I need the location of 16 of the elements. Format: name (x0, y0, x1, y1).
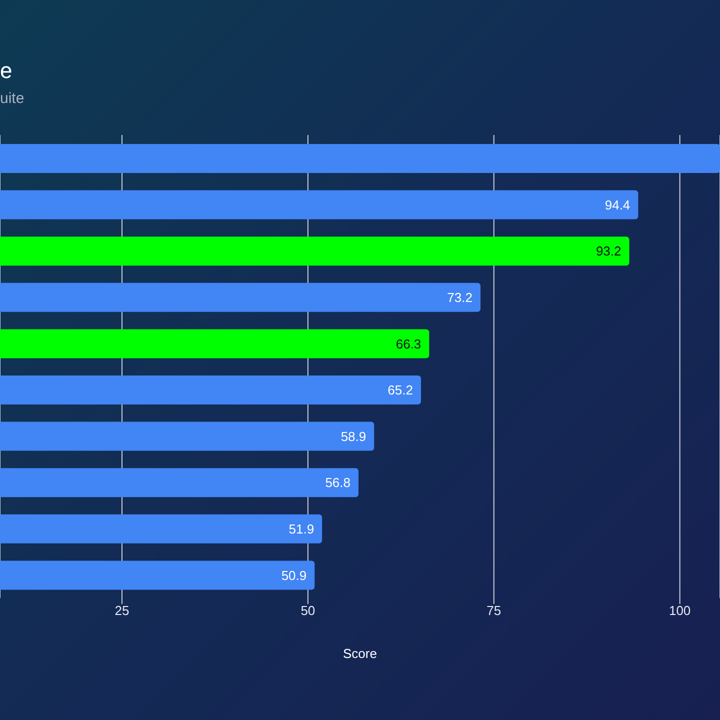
data-label: 50.9 (281, 568, 307, 583)
chart-title: e (0, 58, 12, 84)
data-label: 93.2 (596, 244, 622, 259)
x-tick-label: 75 (486, 603, 502, 618)
x-axis-title: Score (343, 646, 377, 661)
data-label: 66.3 (396, 336, 422, 352)
data-label: 56.8 (325, 475, 351, 490)
data-label: 94.4 (604, 197, 630, 212)
data-label: 58.9 (340, 428, 366, 444)
data-label: 73.2 (447, 290, 472, 305)
x-tick-label: 25 (114, 603, 130, 618)
data-label: 65.2 (388, 382, 413, 398)
x-tick-label: 100 (668, 603, 691, 618)
data-label: 51.9 (288, 521, 314, 536)
chart-subtitle: uite (0, 90, 24, 107)
x-tick-label: 50 (300, 603, 316, 618)
